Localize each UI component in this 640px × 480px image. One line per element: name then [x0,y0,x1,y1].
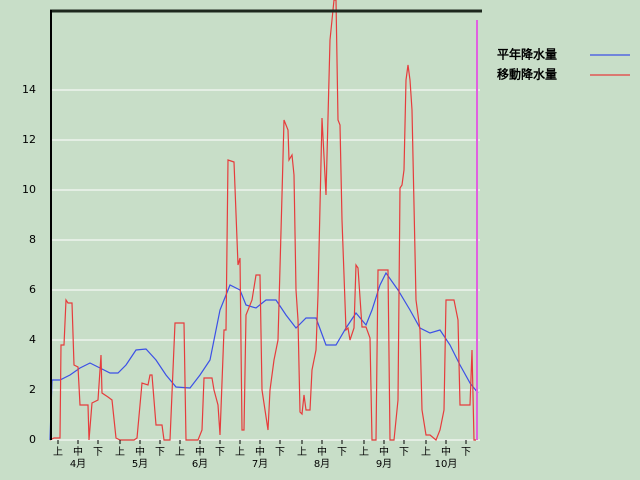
x-tick-label: 下 [155,447,165,458]
x-tick-label: 中 [195,445,205,458]
month-label: 8月 [314,458,330,470]
y-tick-label: 14 [22,83,36,96]
x-tick-label: 上 [175,446,185,458]
x-tick-label: 下 [399,447,409,458]
x-tick-label: 中 [135,445,145,458]
month-label: 7月 [252,458,268,470]
x-tick-label: 中 [255,445,265,458]
legend-label: 平年降水量 [497,47,557,62]
x-tick-label: 上 [359,446,369,458]
x-tick-label: 下 [93,447,103,458]
month-label: 9月 [376,458,392,470]
x-tick-label: 中 [73,445,83,458]
legend-label: 移動降水量 [497,67,557,82]
y-tick-label: 2 [29,383,36,396]
x-tick-label: 中 [317,445,327,458]
x-tick-label: 中 [379,445,389,458]
x-tick-label: 上 [53,446,63,458]
x-tick-label: 上 [297,446,307,458]
month-label: 6月 [192,458,208,470]
y-tick-label: 8 [29,233,36,246]
y-tick-label: 6 [29,283,36,296]
x-tick-label: 下 [461,447,471,458]
y-tick-label: 0 [29,433,36,446]
x-tick-label: 下 [337,447,347,458]
x-tick-label: 中 [441,445,451,458]
y-tick-label: 4 [29,333,36,346]
y-tick-label: 12 [22,133,36,146]
month-label: 10月 [435,458,458,470]
x-tick-label: 下 [275,447,285,458]
x-tick-label: 上 [235,446,245,458]
month-label: 4月 [70,458,86,470]
y-tick-label: 10 [22,183,36,196]
x-tick-label: 上 [421,446,431,458]
x-tick-label: 上 [115,446,125,458]
x-tick-label: 下 [215,447,225,458]
month-label: 5月 [132,458,148,470]
